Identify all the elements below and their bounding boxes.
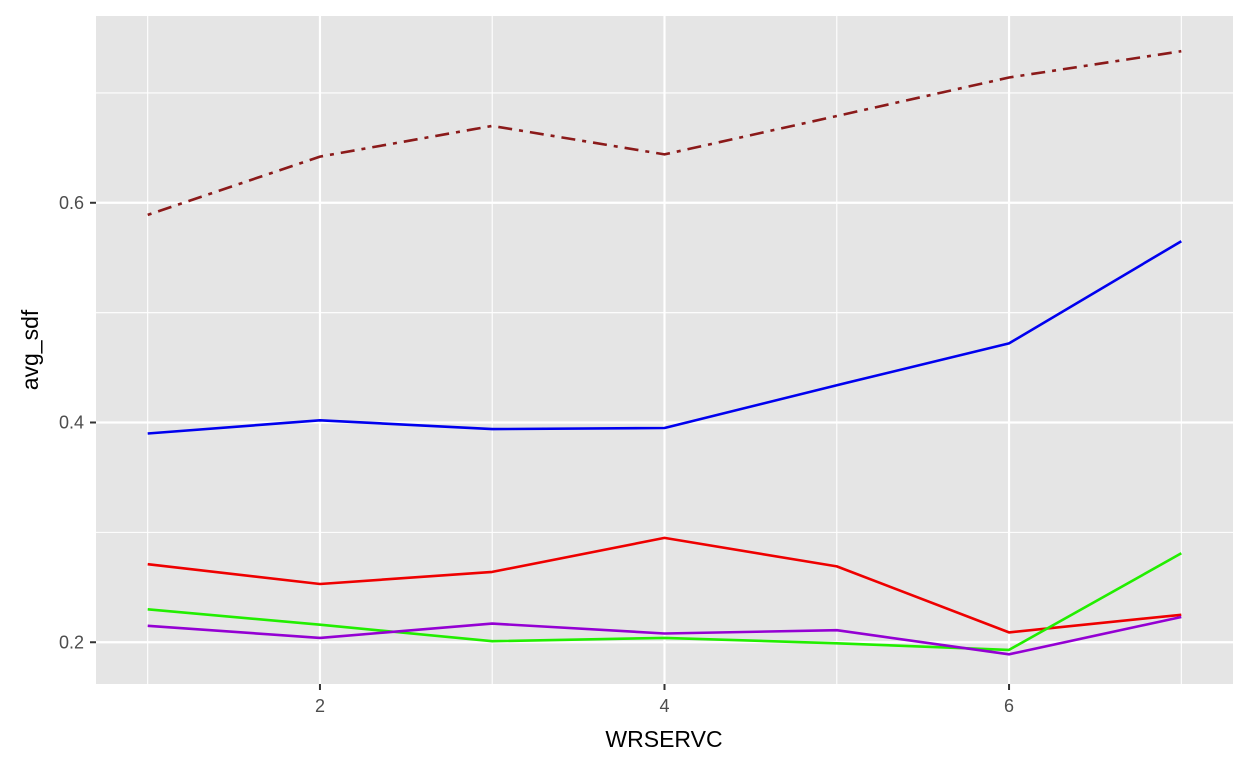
x-tick-label: 6 (1004, 696, 1014, 716)
series-line-1 (147, 49, 1182, 217)
y-tick-label: 0.6 (59, 193, 84, 213)
y-axis-title: avg_sdf (17, 309, 43, 390)
series-line-3 (147, 536, 1182, 634)
x-tick-label: 2 (315, 696, 325, 716)
y-tick-label: 0.4 (59, 413, 84, 433)
series-line-4 (147, 552, 1182, 652)
series-line-5 (147, 615, 1182, 656)
y-axis: 0.2 0.4 0.6 (59, 193, 96, 652)
x-axis: 2 4 6 (315, 684, 1014, 716)
series-layer (147, 49, 1182, 656)
major-gridlines (96, 16, 1233, 684)
x-axis-title: WRSERVC (605, 726, 722, 752)
series-line-2 (147, 240, 1182, 435)
x-tick-label: 4 (659, 696, 669, 716)
y-tick-label: 0.2 (59, 632, 84, 652)
